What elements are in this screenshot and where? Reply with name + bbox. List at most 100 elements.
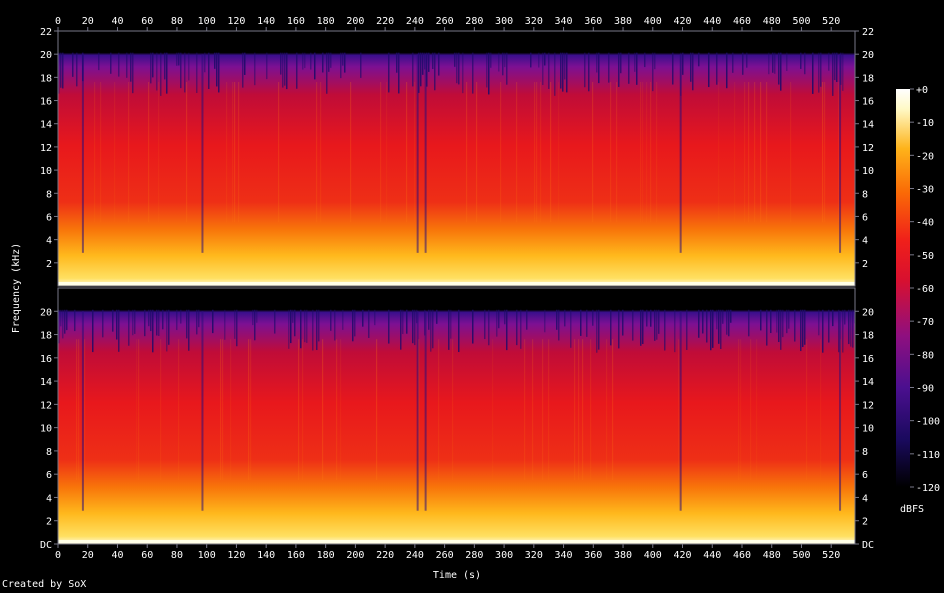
- x-tick-label: 20: [82, 16, 94, 27]
- x-tick-label: 440: [703, 550, 721, 561]
- x-tick-label: 280: [465, 550, 483, 561]
- texture-dark-streak: [596, 309, 598, 353]
- colorbar-tick-label: -120: [916, 483, 940, 494]
- texture-dark-streak: [318, 309, 320, 342]
- texture-bright-streak: [616, 82, 618, 223]
- texture-dark-streak: [266, 52, 268, 80]
- texture-dark-streak: [434, 52, 436, 91]
- colorbar-tick-label: -40: [916, 218, 934, 229]
- texture-dark-streak: [428, 309, 430, 330]
- texture-dark-streak: [98, 52, 100, 71]
- x-tick-label: 100: [198, 16, 216, 27]
- texture-bright-streak: [186, 82, 188, 223]
- texture-dark-streak: [406, 309, 408, 334]
- texture-dark-streak: [636, 52, 638, 85]
- texture-bright-streak: [646, 82, 648, 223]
- texture-dark-streak: [330, 52, 332, 68]
- x-tick-label: 240: [406, 550, 424, 561]
- texture-bright-streak: [94, 82, 96, 223]
- texture-dark-streak: [118, 52, 120, 77]
- texture-dark-streak: [292, 309, 294, 323]
- texture-dark-streak: [490, 52, 492, 68]
- texture-dark-streak: [388, 52, 390, 93]
- texture-dark-streak: [770, 309, 772, 334]
- texture-bright-streak: [476, 82, 478, 223]
- colorbar-tick-label: -10: [916, 118, 934, 129]
- texture-bright-streak: [590, 339, 592, 480]
- texture-dark-streak: [368, 309, 370, 338]
- texture-dark-streak: [212, 309, 214, 334]
- x-tick-label: 80: [171, 16, 183, 27]
- texture-dark-streak: [342, 309, 344, 330]
- colorbar-tick-label: -80: [916, 350, 934, 361]
- y-tick-label: 16: [862, 354, 874, 365]
- texture-dark-streak: [498, 309, 500, 329]
- y-tick-label: 20: [40, 50, 52, 61]
- texture-dark-streak: [742, 52, 744, 75]
- y-tick-label: 14: [40, 120, 52, 131]
- x-tick-label: 180: [317, 550, 335, 561]
- texture-bright-streak: [610, 82, 612, 223]
- texture-dark-streak: [488, 309, 490, 346]
- texture-dark-streak: [180, 309, 182, 324]
- y-tick-label: DC: [862, 540, 874, 551]
- footer-credit: Created by SoX: [2, 579, 87, 590]
- texture-dark-streak: [130, 52, 132, 82]
- x-tick-label: 320: [525, 550, 543, 561]
- texture-dark-streak: [786, 52, 788, 71]
- texture-dark-streak: [610, 309, 612, 346]
- texture-dark-streak: [450, 309, 452, 339]
- x-tick-label: 120: [227, 16, 245, 27]
- texture-bright-streak: [380, 82, 382, 223]
- x-tick-label: 280: [465, 16, 483, 27]
- texture-bright-streak: [220, 339, 222, 480]
- y-tick-label: 22: [40, 27, 52, 38]
- texture-dark-streak: [800, 309, 802, 352]
- texture-dark-streak: [730, 309, 732, 323]
- texture-bright-streak: [250, 339, 252, 480]
- texture-dark-streak: [310, 52, 312, 70]
- texture-bright-streak: [320, 82, 322, 223]
- plot-frame: [57, 287, 856, 545]
- y-tick-label: 6: [862, 212, 868, 223]
- texture-notch: [81, 311, 84, 511]
- texture-dark-streak: [166, 52, 168, 94]
- texture-dark-streak: [302, 52, 304, 70]
- x-tick-label: 220: [376, 550, 394, 561]
- texture-dark-streak: [622, 309, 624, 336]
- y-tick-label: 20: [40, 307, 52, 318]
- texture-dark-streak: [650, 309, 652, 327]
- texture-bright-streak: [234, 82, 236, 223]
- texture-bright-streak: [500, 82, 502, 223]
- x-tick-label: 0: [55, 16, 61, 27]
- texture-dark-streak: [180, 52, 182, 89]
- colorbar-tick-label: -50: [916, 251, 934, 262]
- texture-dark-streak: [802, 309, 804, 348]
- texture-dark-streak: [132, 52, 134, 94]
- texture-dark-streak: [618, 309, 620, 349]
- texture-dark-streak: [544, 309, 546, 333]
- x-tick-label: 180: [317, 16, 335, 27]
- texture-dark-streak: [506, 52, 508, 85]
- texture-dark-streak: [290, 309, 292, 344]
- texture-dark-streak: [842, 309, 844, 353]
- texture-dark-streak: [402, 309, 404, 335]
- y-tick-label: 2: [862, 259, 868, 270]
- x-tick-label: 300: [495, 550, 513, 561]
- texture-dark-streak: [164, 52, 166, 80]
- texture-bright-streak: [578, 339, 580, 480]
- y-tick-label: 10: [40, 424, 52, 435]
- texture-dark-streak: [426, 52, 428, 87]
- texture-dark-streak: [496, 309, 498, 337]
- texture-dark-streak: [716, 52, 718, 85]
- texture-dark-streak: [634, 52, 636, 72]
- colorbar-ticks: +0 -10 -20 -30 -40 -50 -60 -70 -80 -90 -100 -110 -12…: [910, 85, 940, 494]
- texture-dark-streak: [398, 52, 400, 94]
- texture-dark-streak: [168, 309, 170, 345]
- colorbar-tick-label: -20: [916, 151, 934, 162]
- texture-bright-streak: [114, 82, 116, 223]
- texture-notch: [839, 311, 842, 511]
- texture-dark-streak: [820, 52, 822, 87]
- texture-dark-streak: [288, 309, 290, 349]
